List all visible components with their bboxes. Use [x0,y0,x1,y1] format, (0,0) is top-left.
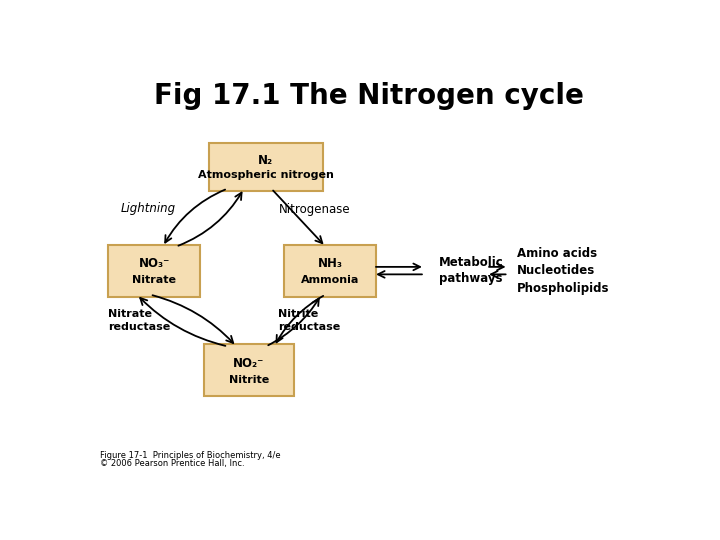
Text: NO₃⁻: NO₃⁻ [138,258,170,271]
Text: NH₃: NH₃ [318,258,343,271]
Text: Fig 17.1 The Nitrogen cycle: Fig 17.1 The Nitrogen cycle [154,82,584,110]
Text: Nitrogenase: Nitrogenase [279,203,351,216]
FancyBboxPatch shape [108,245,200,296]
FancyBboxPatch shape [284,245,376,296]
Text: Lightning: Lightning [121,202,176,215]
Text: Nitrite
reductase: Nitrite reductase [279,309,341,332]
Text: Nitrite: Nitrite [229,375,269,385]
FancyBboxPatch shape [209,143,323,191]
Text: Metabolic
pathways: Metabolic pathways [438,256,503,285]
Text: Ammonia: Ammonia [301,275,359,285]
Text: © 2006 Pearson Prentice Hall, Inc.: © 2006 Pearson Prentice Hall, Inc. [100,458,245,468]
FancyBboxPatch shape [204,345,294,396]
Text: Phospholipids: Phospholipids [517,281,609,295]
Text: N₂: N₂ [258,154,274,167]
Text: Nucleotides: Nucleotides [517,264,595,277]
Text: Amino acids: Amino acids [517,247,597,260]
Text: Nitrate: Nitrate [132,275,176,285]
Text: NO₂⁻: NO₂⁻ [233,357,265,370]
Text: Figure 17-1  Principles of Biochemistry, 4/e: Figure 17-1 Principles of Biochemistry, … [100,451,281,460]
Text: Atmospheric nitrogen: Atmospheric nitrogen [198,171,333,180]
Text: Nitrate
reductase: Nitrate reductase [108,309,171,332]
